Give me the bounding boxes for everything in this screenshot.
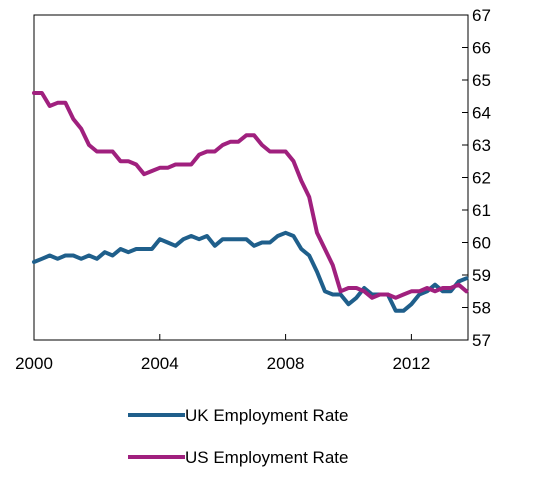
y-tick-label: 59 [472, 266, 491, 285]
series-line-uk [32, 230, 469, 313]
x-axis: 2000 2004 2008 2012 [15, 334, 430, 373]
y-tick-label: 57 [472, 331, 491, 350]
y-tick-label: 64 [472, 104, 491, 123]
y-tick-label: 63 [472, 136, 491, 155]
legend-label: UK Employment Rate [185, 406, 348, 425]
legend-label: US Employment Rate [185, 448, 348, 467]
x-tick-label: 2000 [15, 354, 53, 373]
y-tick-label: 62 [472, 169, 491, 188]
series-line-us [32, 91, 469, 300]
y-tick-label: 67 [472, 6, 491, 25]
legend-entry: US Employment Rate [128, 448, 348, 467]
x-tick-label: 2008 [267, 354, 305, 373]
y-tick-label: 61 [472, 201, 491, 220]
y-tick-label: 65 [472, 71, 491, 90]
y-tick-label: 58 [472, 299, 491, 318]
y-axis: 57 58 59 60 61 62 63 64 65 66 67 [462, 6, 491, 350]
legend-entry: UK Employment Rate [128, 406, 348, 425]
x-tick-label: 2004 [141, 354, 179, 373]
plot-frame [33, 14, 469, 341]
series-layer [32, 91, 469, 313]
y-tick-label: 60 [472, 234, 491, 253]
x-tick-label: 2012 [392, 354, 430, 373]
legend: UK Employment Rate US Employment Rate [128, 406, 348, 467]
y-tick-label: 66 [472, 39, 491, 58]
